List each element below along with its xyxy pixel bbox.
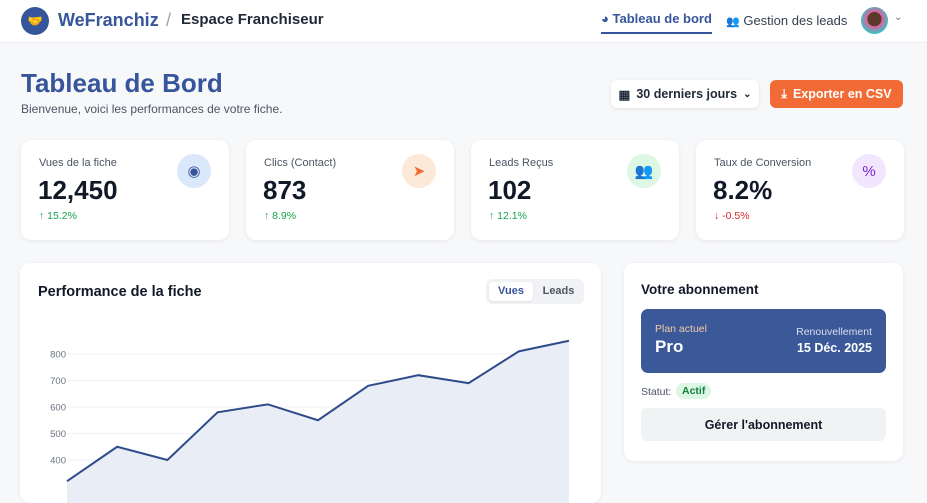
brand-name[interactable]: WeFranchiz <box>58 10 159 31</box>
arrow-up-icon: ↑ <box>489 210 494 222</box>
date-range-dropdown[interactable]: ▦ 30 derniers jours ⌄ <box>611 80 759 108</box>
stat-delta-value: 15.2% <box>47 210 77 222</box>
y-tick-label: 600 <box>50 403 66 414</box>
stat-value: 8.2% <box>713 175 772 206</box>
status-label: Statut: <box>641 386 671 398</box>
breadcrumb-space: Espace Franchiseur <box>181 11 324 28</box>
chevron-down-icon: ⌄ <box>743 89 751 100</box>
eye-icon: ◉ <box>177 154 211 188</box>
handshake-logo-icon[interactable]: 🤝 <box>21 7 49 35</box>
arrow-up-icon: ↑ <box>264 210 269 222</box>
stat-label: Clics (Contact) <box>264 157 336 169</box>
line-chart: 400 500 600 700 800 <box>20 263 601 503</box>
subscription-card: Votre abonnement Plan actuel Pro Renouve… <box>624 263 903 461</box>
top-header: 🤝 WeFranchiz / Espace Franchiseur ◕ Tabl… <box>0 0 927 43</box>
breadcrumb-separator: / <box>166 10 171 31</box>
percent-icon: % <box>852 154 886 188</box>
stat-delta-value: 8.9% <box>272 210 296 222</box>
stat-card: Vues de la fiche 12,450 ↑ 15.2% ◉ <box>21 140 229 240</box>
chevron-down-icon[interactable]: ⌄ <box>894 12 902 23</box>
avatar[interactable] <box>861 7 888 34</box>
status-badge: Actif <box>676 383 711 399</box>
manage-subscription-button[interactable]: Gérer l'abonnement <box>641 408 886 441</box>
y-tick-label: 500 <box>50 429 66 440</box>
stat-card: Taux de Conversion 8.2% ↓ -0.5% % <box>696 140 904 240</box>
nav-gestion-leads[interactable]: 👥 Gestion des leads <box>726 13 847 28</box>
y-tick-label: 400 <box>50 456 66 467</box>
y-tick-label: 700 <box>50 376 66 387</box>
stat-delta: ↓ -0.5% <box>714 210 750 222</box>
nav-label: Tableau de bord <box>612 11 711 26</box>
arrow-up-icon: ↑ <box>39 210 44 222</box>
stat-card: Leads Reçus 102 ↑ 12.1% 👥 <box>471 140 679 240</box>
stat-card: Clics (Contact) 873 ↑ 8.9% ➤ <box>246 140 454 240</box>
plan-name: Pro <box>655 337 683 357</box>
stat-value: 102 <box>488 175 531 206</box>
stat-delta: ↑ 8.9% <box>264 210 296 222</box>
stat-label: Leads Reçus <box>489 157 553 169</box>
stat-label: Taux de Conversion <box>714 157 811 169</box>
nav-label: Gestion des leads <box>743 13 847 28</box>
y-tick-label: 800 <box>50 350 66 361</box>
renewal-label: Renouvellement <box>796 326 872 338</box>
users-icon: 👥 <box>726 16 740 28</box>
stat-delta-value: 12.1% <box>497 210 527 222</box>
renewal-date: 15 Déc. 2025 <box>797 341 872 355</box>
stat-label: Vues de la fiche <box>39 157 117 169</box>
stat-value: 12,450 <box>38 175 118 206</box>
download-icon: ⤓ <box>781 87 787 102</box>
export-csv-button[interactable]: ⤓ Exporter en CSV <box>770 80 903 108</box>
calendar-icon: ▦ <box>619 87 631 102</box>
plan-box: Plan actuel Pro Renouvellement 15 Déc. 2… <box>641 309 886 373</box>
stat-delta-value: -0.5% <box>722 210 749 222</box>
page-subtitle: Bienvenue, voici les performances de vot… <box>21 102 282 116</box>
subscription-title: Votre abonnement <box>641 282 759 297</box>
users-icon: 👥 <box>627 154 661 188</box>
stat-value: 873 <box>263 175 306 206</box>
export-label: Exporter en CSV <box>793 87 892 101</box>
pie-chart-icon: ◕ <box>601 11 609 26</box>
cursor-icon: ➤ <box>402 154 436 188</box>
stat-delta: ↑ 15.2% <box>39 210 77 222</box>
nav-tableau-de-bord[interactable]: ◕ Tableau de bord <box>601 11 712 34</box>
stat-delta: ↑ 12.1% <box>489 210 527 222</box>
page-title: Tableau de Bord <box>21 68 223 99</box>
date-range-label: 30 derniers jours <box>636 87 737 101</box>
plan-label: Plan actuel <box>655 323 707 335</box>
arrow-down-icon: ↓ <box>714 210 719 222</box>
area-fill <box>67 341 569 503</box>
